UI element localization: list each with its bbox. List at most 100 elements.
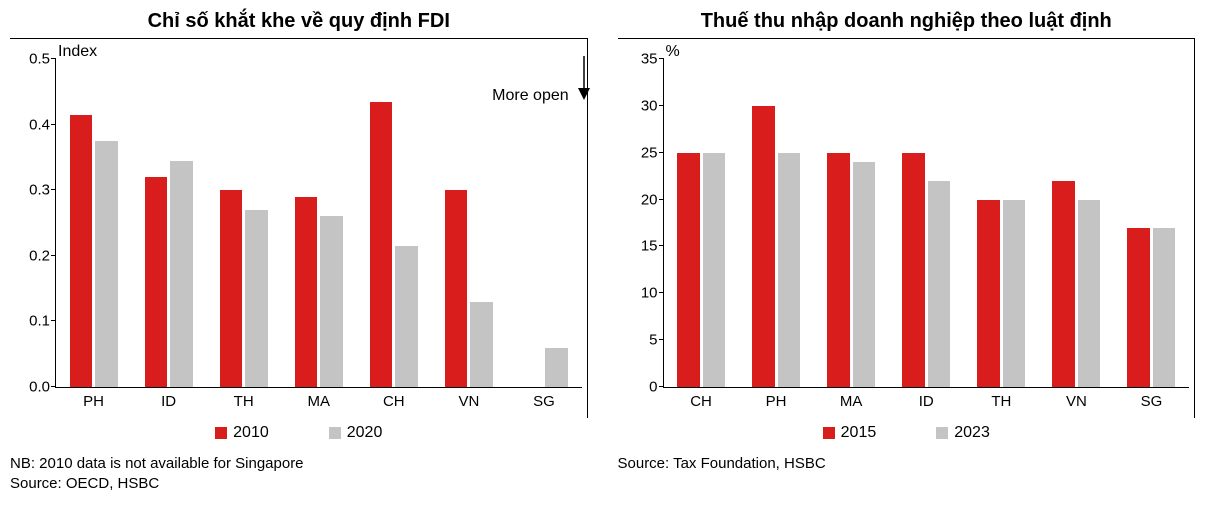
xtick-label: ID (919, 393, 934, 410)
left-chart-title: Chỉ số khắt khe về quy định FDI (10, 10, 588, 33)
left-legend: 2010 2020 (10, 424, 588, 442)
ytick-label: 25 (641, 144, 658, 161)
bar (853, 162, 876, 387)
bar (1127, 228, 1150, 387)
ytick-mark (659, 105, 664, 106)
legend-item: 2020 (329, 424, 383, 442)
legend-label: 2023 (954, 424, 990, 441)
xtick-label: PH (766, 393, 787, 410)
annotation-text: More open (492, 87, 569, 104)
xtick-label: PH (83, 393, 104, 410)
ytick-mark (659, 245, 664, 246)
ytick-label: 15 (641, 238, 658, 255)
legend-swatch (215, 427, 227, 439)
ytick-label: 20 (641, 191, 658, 208)
ytick-label: 0 (649, 379, 657, 396)
ytick-mark (51, 58, 56, 59)
bar (95, 141, 118, 387)
legend-swatch (329, 427, 341, 439)
bar (295, 197, 318, 387)
ytick-mark (659, 58, 664, 59)
xtick-label: SG (1141, 393, 1163, 410)
bar (1052, 181, 1075, 387)
ytick-label: 0.3 (29, 182, 50, 199)
legend-swatch (823, 427, 835, 439)
legend-item: 2023 (936, 424, 990, 442)
right-chart-area: % 05101520253035CHPHMAIDTHVNSG (618, 38, 1196, 418)
left-footnote: NB: 2010 data is not available for Singa… (10, 454, 588, 493)
bar (145, 177, 168, 387)
bar (928, 181, 951, 387)
ytick-mark (51, 255, 56, 256)
ytick-label: 10 (641, 285, 658, 302)
ytick-mark (51, 189, 56, 190)
ytick-mark (51, 124, 56, 125)
bar (827, 153, 850, 387)
legend-swatch (936, 427, 948, 439)
left-chart-panel: Chỉ số khắt khe về quy định FDI Index 0.… (10, 10, 588, 493)
ytick-mark (659, 386, 664, 387)
xtick-label: CH (383, 393, 405, 410)
xtick-label: MA (308, 393, 331, 410)
ytick-label: 35 (641, 51, 658, 68)
legend-item: 2010 (215, 424, 269, 442)
xtick-label: TH (991, 393, 1011, 410)
xtick-label: CH (690, 393, 712, 410)
bar (977, 200, 1000, 387)
charts-row: Chỉ số khắt khe về quy định FDI Index 0.… (10, 10, 1195, 493)
ytick-label: 0.5 (29, 51, 50, 68)
ytick-label: 0.0 (29, 379, 50, 396)
ytick-mark (51, 320, 56, 321)
right-chart-panel: Thuế thu nhập doanh nghiệp theo luật địn… (618, 10, 1196, 493)
footnote-line: Source: OECD, HSBC (10, 474, 588, 494)
ytick-mark (659, 292, 664, 293)
right-footnote: Source: Tax Foundation, HSBC (618, 454, 1196, 474)
arrow-down-icon (577, 56, 591, 100)
bar (1153, 228, 1176, 387)
footnote-line: NB: 2010 data is not available for Singa… (10, 454, 588, 474)
bar (370, 102, 393, 387)
left-plot: 0.00.10.20.30.40.5PHIDTHMACHVNSGMore ope… (55, 59, 582, 388)
legend-label: 2010 (233, 424, 269, 441)
ytick-label: 30 (641, 97, 658, 114)
ytick-label: 0.4 (29, 116, 50, 133)
xtick-label: VN (1066, 393, 1087, 410)
bar (70, 115, 93, 387)
bar (395, 246, 418, 387)
ytick-label: 0.2 (29, 247, 50, 264)
right-plot: 05101520253035CHPHMAIDTHVNSG (663, 59, 1190, 388)
ytick-label: 0.1 (29, 313, 50, 330)
xtick-label: VN (458, 393, 479, 410)
bar (170, 161, 193, 387)
bar (778, 153, 801, 387)
legend-item: 2015 (823, 424, 877, 442)
footnote-line: Source: Tax Foundation, HSBC (618, 454, 1196, 474)
bar (752, 106, 775, 387)
ytick-label: 5 (649, 332, 657, 349)
bar (220, 190, 243, 387)
ytick-mark (51, 386, 56, 387)
xtick-label: SG (533, 393, 555, 410)
xtick-label: TH (234, 393, 254, 410)
bar (320, 216, 343, 387)
ytick-mark (659, 152, 664, 153)
bar (470, 302, 493, 387)
legend-label: 2020 (347, 424, 383, 441)
ytick-mark (659, 339, 664, 340)
bar (245, 210, 268, 387)
bar (545, 348, 568, 387)
right-chart-title: Thuế thu nhập doanh nghiệp theo luật địn… (618, 10, 1196, 33)
legend-label: 2015 (841, 424, 877, 441)
bar (902, 153, 925, 387)
xtick-label: MA (840, 393, 863, 410)
left-chart-area: Index 0.00.10.20.30.40.5PHIDTHMACHVNSGMo… (10, 38, 588, 418)
bar (1003, 200, 1026, 387)
ytick-mark (659, 199, 664, 200)
bar (445, 190, 468, 387)
right-legend: 2015 2023 (618, 424, 1196, 442)
xtick-label: ID (161, 393, 176, 410)
bar (703, 153, 726, 387)
bar (1078, 200, 1101, 387)
chart-annotation: More open (492, 56, 591, 105)
bar (677, 153, 700, 387)
